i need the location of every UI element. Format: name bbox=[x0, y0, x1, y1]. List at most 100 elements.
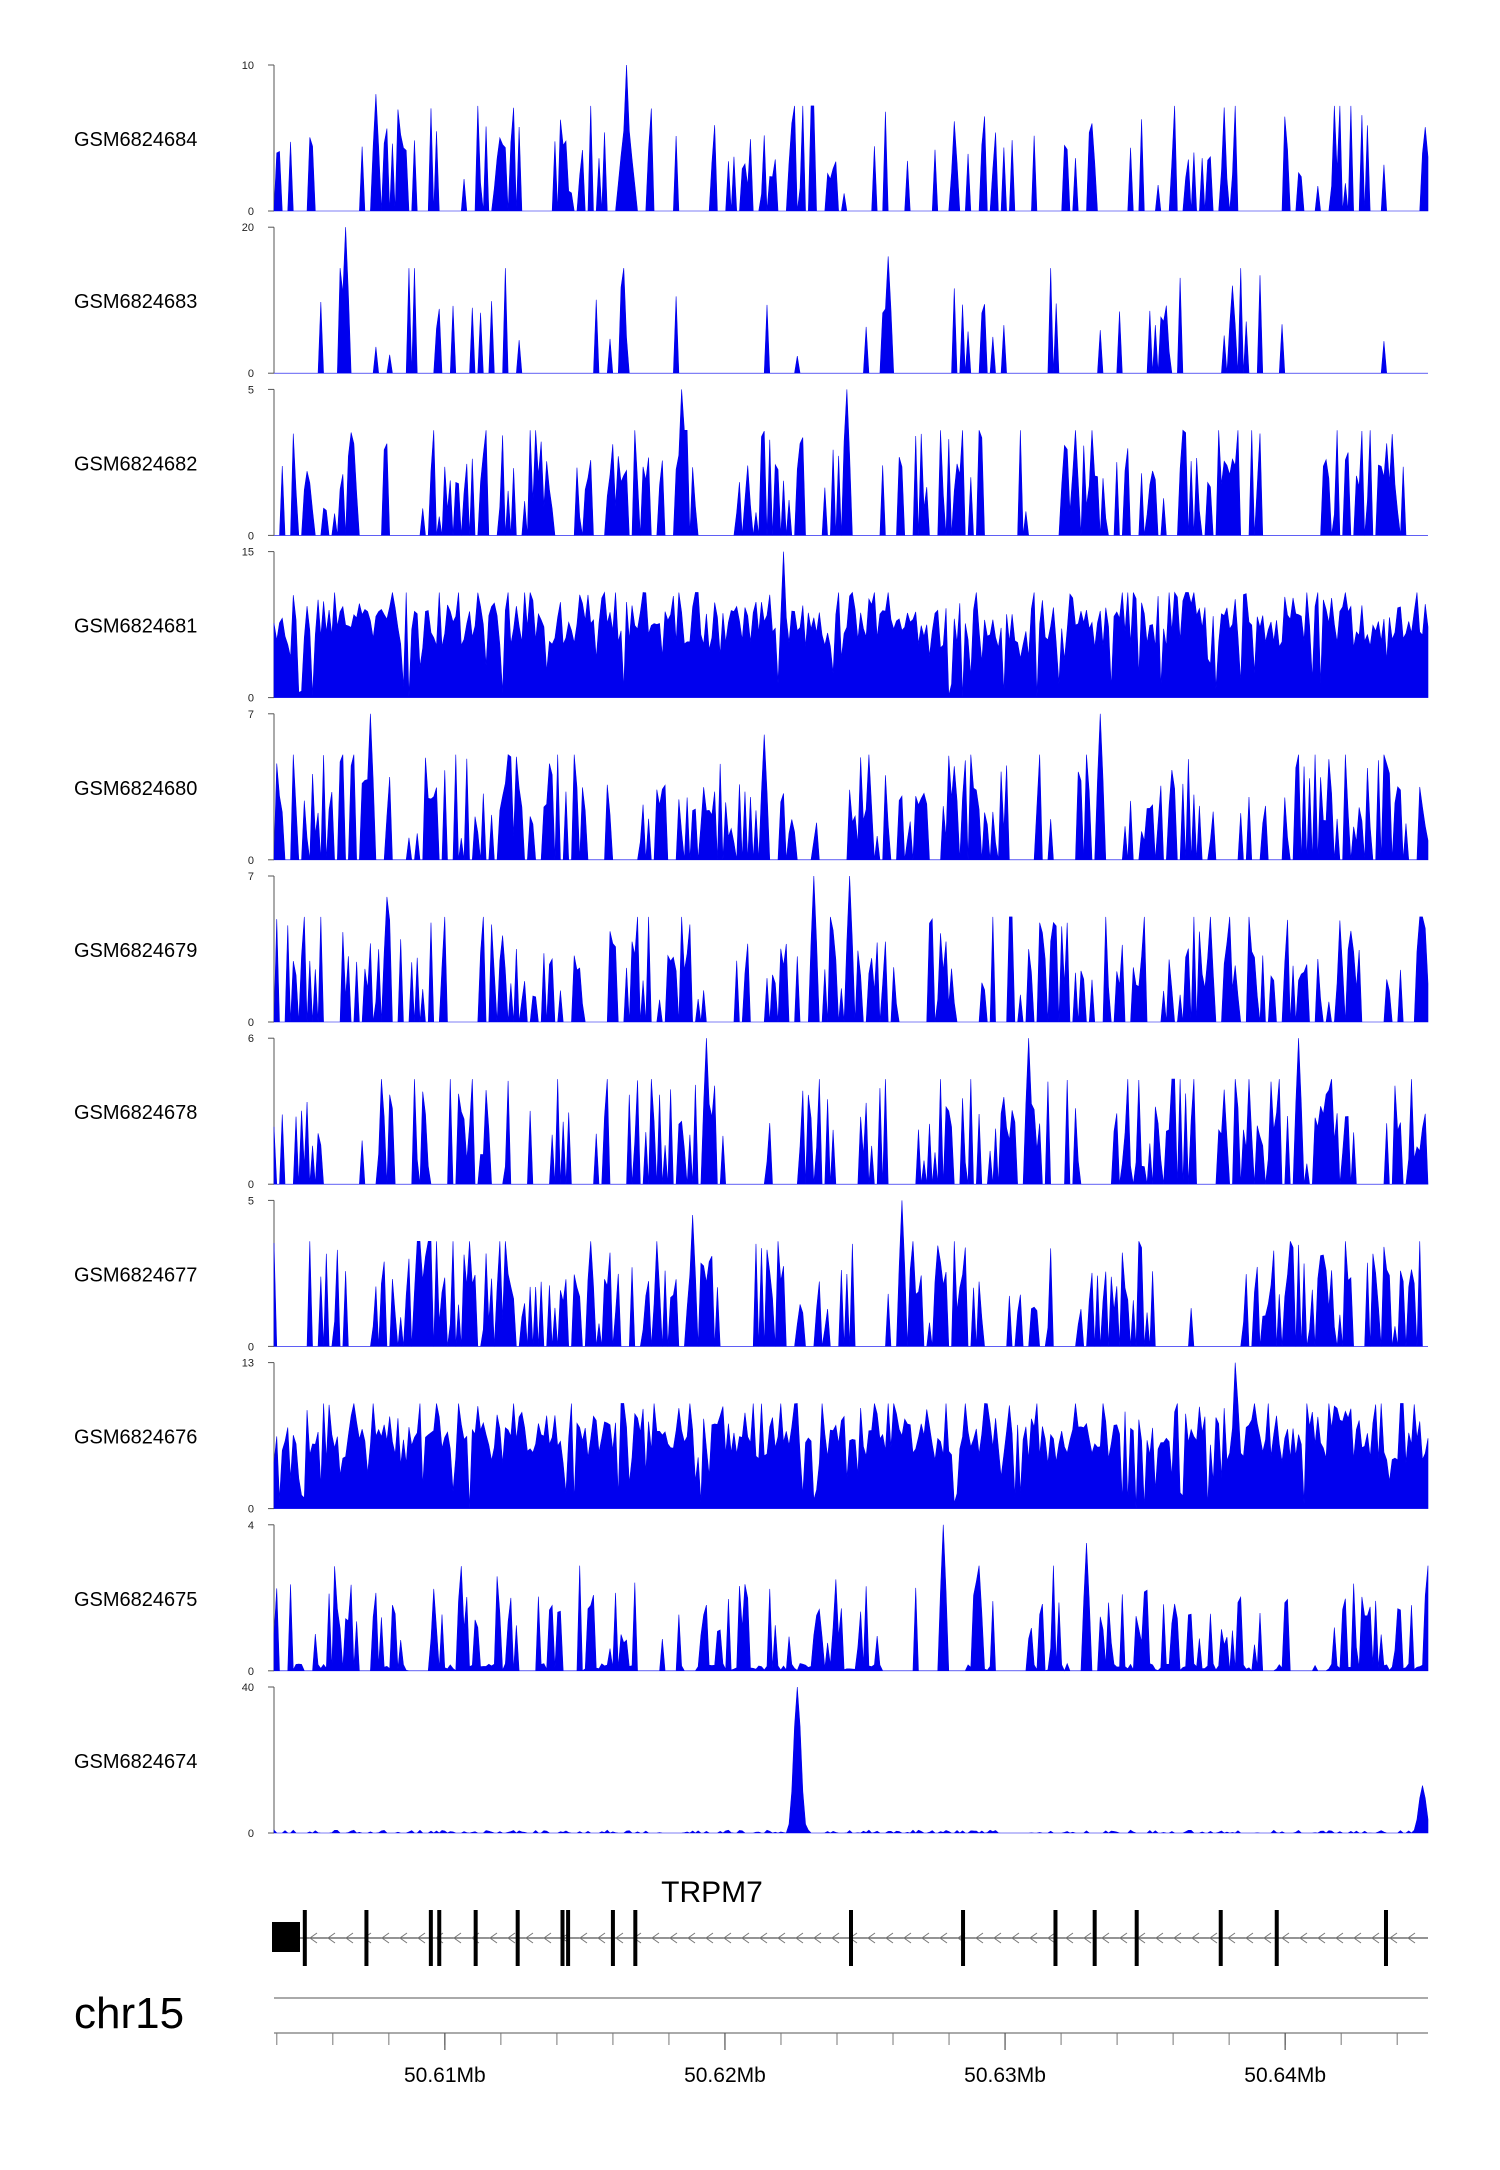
strand-arrow bbox=[345, 1932, 354, 1944]
y-tick-label: 0 bbox=[248, 1504, 254, 1516]
coverage-track: GSM6824683 20 0 bbox=[74, 222, 1428, 380]
gene-exon bbox=[515, 1910, 520, 1966]
coverage-tracks: GSM6824684100GSM6824683200GSM682468250GS… bbox=[74, 60, 1429, 1840]
y-tick-label: 7 bbox=[248, 871, 254, 883]
strand-arrow bbox=[1083, 1932, 1092, 1944]
strand-arrow bbox=[1155, 1932, 1164, 1944]
strand-arrow bbox=[1227, 1932, 1236, 1944]
y-tick-label: 0 bbox=[248, 1666, 254, 1678]
strand-arrow bbox=[1389, 1932, 1398, 1944]
strand-arrow bbox=[1299, 1932, 1308, 1944]
coverage-area bbox=[274, 227, 1428, 374]
coverage-track: GSM6824675 4 0 bbox=[74, 1520, 1429, 1678]
strand-arrow bbox=[741, 1932, 750, 1944]
strand-arrow bbox=[1245, 1932, 1254, 1944]
gene-exon bbox=[961, 1910, 966, 1966]
gene-exon bbox=[364, 1910, 369, 1966]
coverage-track: GSM6824682 5 0 bbox=[74, 384, 1428, 542]
strand-arrow bbox=[1209, 1932, 1218, 1944]
coverage-track: GSM6824674 40 0 bbox=[74, 1682, 1429, 1840]
track-label: GSM6824676 bbox=[74, 1427, 197, 1449]
strand-arrow bbox=[1335, 1932, 1344, 1944]
track-label: GSM6824684 bbox=[74, 129, 197, 151]
strand-arrow bbox=[921, 1932, 930, 1944]
y-tick-label: 0 bbox=[248, 1179, 254, 1191]
strand-arrow bbox=[777, 1932, 786, 1944]
coverage-area bbox=[273, 875, 1429, 1023]
coverage-area bbox=[273, 1686, 1429, 1834]
track-label: GSM6824678 bbox=[74, 1102, 197, 1124]
coverage-area bbox=[273, 1524, 1429, 1672]
strand-arrow bbox=[1011, 1932, 1020, 1944]
strand-arrow bbox=[1065, 1932, 1074, 1944]
strand-arrow bbox=[795, 1932, 804, 1944]
axis-tick-label: 50.61Mb bbox=[404, 2064, 486, 2087]
strand-arrow bbox=[597, 1932, 606, 1944]
coverage-area bbox=[273, 1038, 1429, 1185]
strand-arrow bbox=[1317, 1932, 1326, 1944]
coverage-track: GSM6824684 10 0 bbox=[74, 60, 1429, 218]
y-tick-label: 4 bbox=[248, 1520, 254, 1532]
gene-exon bbox=[1092, 1910, 1097, 1966]
y-tick-label: 10 bbox=[242, 60, 254, 72]
coverage-area bbox=[274, 389, 1428, 536]
y-tick-label: 15 bbox=[242, 547, 254, 559]
coverage-track: GSM6824676 13 0 bbox=[74, 1358, 1429, 1516]
strand-arrow bbox=[1119, 1932, 1128, 1944]
strand-arrow bbox=[615, 1932, 624, 1944]
strand-arrow bbox=[417, 1932, 426, 1944]
strand-arrow bbox=[651, 1932, 660, 1944]
strand-arrow bbox=[939, 1932, 948, 1944]
strand-arrow bbox=[705, 1932, 714, 1944]
strand-arrow bbox=[1191, 1932, 1200, 1944]
y-tick-label: 5 bbox=[248, 1195, 254, 1207]
strand-arrow bbox=[687, 1932, 696, 1944]
gene-exon bbox=[1218, 1910, 1223, 1966]
strand-arrow bbox=[1029, 1932, 1038, 1944]
strand-arrow bbox=[1371, 1932, 1380, 1944]
strand-arrow bbox=[903, 1932, 912, 1944]
gene-exon bbox=[849, 1910, 853, 1966]
strand-arrow bbox=[993, 1932, 1002, 1944]
track-label: GSM6824680 bbox=[74, 778, 197, 800]
gene-name: TRPM7 bbox=[661, 1876, 763, 1909]
coverage-area bbox=[273, 64, 1429, 212]
track-label: GSM6824679 bbox=[74, 940, 197, 962]
track-label: GSM6824675 bbox=[74, 1589, 197, 1611]
strand-arrow bbox=[1281, 1932, 1290, 1944]
strand-arrow bbox=[1263, 1932, 1272, 1944]
gene-track: TRPM7 bbox=[272, 1876, 1428, 1966]
track-label: GSM6824682 bbox=[74, 453, 197, 475]
y-tick-label: 40 bbox=[242, 1682, 254, 1694]
gene-exon bbox=[1274, 1910, 1279, 1966]
coverage-area bbox=[273, 1362, 1429, 1509]
strand-arrow bbox=[885, 1932, 894, 1944]
strand-arrow bbox=[1101, 1932, 1110, 1944]
gene-exon bbox=[560, 1910, 565, 1966]
strand-arrow bbox=[1047, 1932, 1056, 1944]
strand-arrow bbox=[327, 1932, 336, 1944]
y-tick-label: 0 bbox=[248, 1341, 254, 1353]
strand-arrow bbox=[831, 1932, 840, 1944]
gene-exon bbox=[633, 1910, 638, 1966]
strand-arrow bbox=[1407, 1932, 1416, 1944]
coverage-area bbox=[273, 1200, 1428, 1347]
gene-exon bbox=[1383, 1910, 1388, 1966]
y-tick-label: 6 bbox=[248, 1033, 254, 1045]
y-tick-label: 20 bbox=[242, 222, 254, 234]
chromosome-label: chr15 bbox=[74, 1989, 184, 2038]
strand-arrow bbox=[507, 1932, 516, 1944]
track-label: GSM6824674 bbox=[74, 1751, 197, 1773]
strand-arrow bbox=[579, 1932, 588, 1944]
strand-arrow bbox=[399, 1932, 408, 1944]
coverage-track: GSM6824681 15 0 bbox=[74, 547, 1429, 705]
strand-arrow bbox=[309, 1932, 318, 1944]
strand-arrow bbox=[669, 1932, 678, 1944]
strand-arrow bbox=[363, 1932, 372, 1944]
track-label: GSM6824683 bbox=[74, 291, 197, 313]
y-tick-label: 13 bbox=[242, 1358, 254, 1370]
y-tick-label: 5 bbox=[248, 384, 254, 396]
strand-arrow bbox=[489, 1932, 498, 1944]
gene-exon bbox=[437, 1910, 442, 1966]
coverage-area bbox=[273, 551, 1429, 698]
